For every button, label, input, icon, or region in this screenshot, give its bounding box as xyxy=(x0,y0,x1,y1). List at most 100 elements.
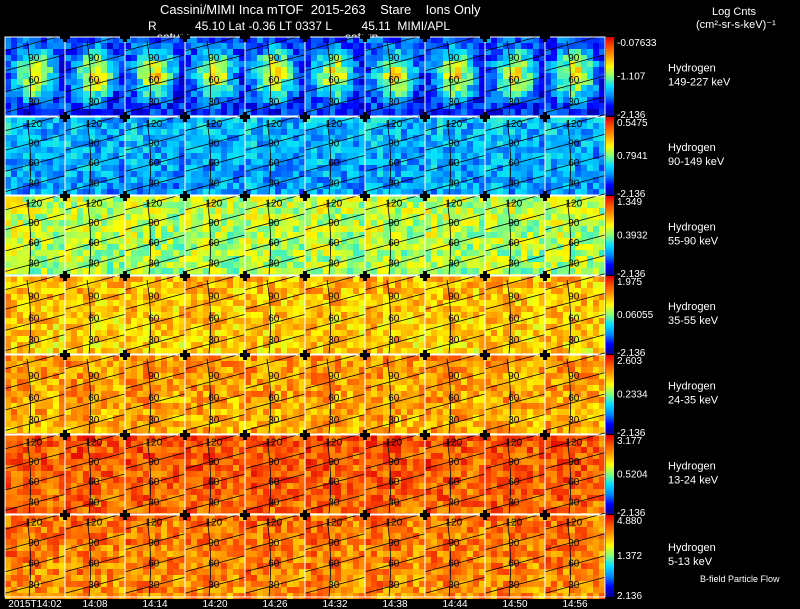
heatmap-cell xyxy=(563,123,569,129)
heatmap-cell xyxy=(257,97,263,103)
heatmap-cell xyxy=(17,288,23,294)
heatmap-cell xyxy=(497,208,503,214)
heatmap-cell xyxy=(227,109,233,115)
heatmap-cell xyxy=(323,171,329,177)
heatmap-cell xyxy=(5,85,11,91)
heatmap-cell xyxy=(227,189,233,195)
heatmap-cell xyxy=(221,282,227,288)
heatmap-cell xyxy=(365,250,371,256)
heatmap-cell xyxy=(389,73,395,79)
heatmap-cell xyxy=(413,208,419,214)
heatmap-cell xyxy=(251,147,257,153)
heatmap-cell xyxy=(89,37,95,43)
heatmap-cell xyxy=(53,220,59,226)
heatmap-cell xyxy=(197,61,203,67)
heatmap-cell xyxy=(269,109,275,115)
heatmap-cell xyxy=(131,342,137,348)
heatmap-cell xyxy=(395,153,401,159)
heatmap-cell xyxy=(23,135,29,141)
sun-cross-marker xyxy=(423,191,427,201)
heatmap-cell xyxy=(359,73,365,79)
heatmap-cell xyxy=(329,109,335,115)
heatmap-cell xyxy=(11,147,17,153)
heatmap-cell xyxy=(167,282,173,288)
heatmap-cell xyxy=(287,123,293,129)
heatmap-cell xyxy=(155,85,161,91)
heatmap-cell xyxy=(107,202,113,208)
heatmap-cell xyxy=(509,129,515,135)
grid-line-label: 60 xyxy=(208,75,220,86)
heatmap-cell xyxy=(587,232,593,238)
field-contour-line xyxy=(4,255,66,272)
heatmap-cell xyxy=(107,61,113,67)
heatmap-cell xyxy=(581,165,587,171)
heatmap-cell xyxy=(197,196,203,202)
heatmap-cell xyxy=(509,91,515,97)
heatmap-cell xyxy=(251,244,257,250)
heatmap-cell xyxy=(221,196,227,202)
heatmap-cell xyxy=(533,214,539,220)
heatmap-cell xyxy=(317,171,323,177)
field-contour-line xyxy=(4,175,66,192)
heatmap-cell xyxy=(497,196,503,202)
heatmap-cell xyxy=(149,79,155,85)
heatmap-cell xyxy=(353,109,359,115)
heatmap-cell xyxy=(131,244,137,250)
heatmap-cell xyxy=(47,91,53,97)
heatmap-cell xyxy=(455,238,461,244)
heatmap-cell xyxy=(59,202,65,208)
heatmap-cell xyxy=(77,55,83,61)
heatmap-cell xyxy=(167,244,173,250)
heatmap-cell xyxy=(533,55,539,61)
heatmap-cell xyxy=(281,189,287,195)
heatmap-cell xyxy=(455,214,461,220)
heatmap-cell xyxy=(23,153,29,159)
heatmap-cell xyxy=(413,49,419,55)
heatmap-cell xyxy=(437,43,443,49)
heatmap-cell xyxy=(119,43,125,49)
heatmap-cell xyxy=(155,238,161,244)
field-contour-line xyxy=(364,155,426,172)
field-contour-line xyxy=(4,234,66,252)
heatmap-cell xyxy=(215,79,221,85)
colorbar-max-label: -0.07633 xyxy=(617,38,657,49)
heatmap-cell xyxy=(383,153,389,159)
heatmap-cell xyxy=(497,67,503,73)
heatmap-cell xyxy=(527,244,533,250)
heatmap-cell xyxy=(317,117,323,123)
heatmap-cell xyxy=(581,129,587,135)
heatmap-cell xyxy=(329,171,335,177)
heatmap-cell xyxy=(359,37,365,43)
species-label: Hydrogen xyxy=(668,222,716,234)
heatmap-cell xyxy=(563,49,569,55)
heatmap-cell xyxy=(125,262,131,268)
heatmap-cell xyxy=(395,55,401,61)
heatmap-cell xyxy=(551,238,557,244)
heatmap-cell xyxy=(167,189,173,195)
heatmap-cell xyxy=(83,49,89,55)
heatmap-cell xyxy=(455,43,461,49)
heatmap-cell xyxy=(23,61,29,67)
heatmap-cell xyxy=(245,91,251,97)
field-contour-line xyxy=(506,199,511,276)
heatmap-cell xyxy=(125,177,131,183)
heatmap-cell xyxy=(293,183,299,189)
heatmap-cell xyxy=(227,141,233,147)
heatmap-cell xyxy=(455,141,461,147)
heatmap-cell xyxy=(395,244,401,250)
heatmap-cell xyxy=(521,171,527,177)
heatmap-cell xyxy=(431,97,437,103)
field-contour-line xyxy=(446,40,451,117)
field-contour-line xyxy=(484,255,546,272)
field-contour-line xyxy=(4,54,66,72)
grid-line-label: 60 xyxy=(448,238,460,249)
field-contour-line xyxy=(184,114,246,132)
heatmap-cell xyxy=(17,318,23,324)
heatmap-cell xyxy=(599,129,605,135)
heatmap-cell xyxy=(335,244,341,250)
heatmap-cell xyxy=(329,244,335,250)
heatmap-cell xyxy=(59,67,65,73)
heatmap-cell xyxy=(131,123,137,129)
heatmap-cell xyxy=(425,55,431,61)
heatmap-cell xyxy=(125,117,131,123)
